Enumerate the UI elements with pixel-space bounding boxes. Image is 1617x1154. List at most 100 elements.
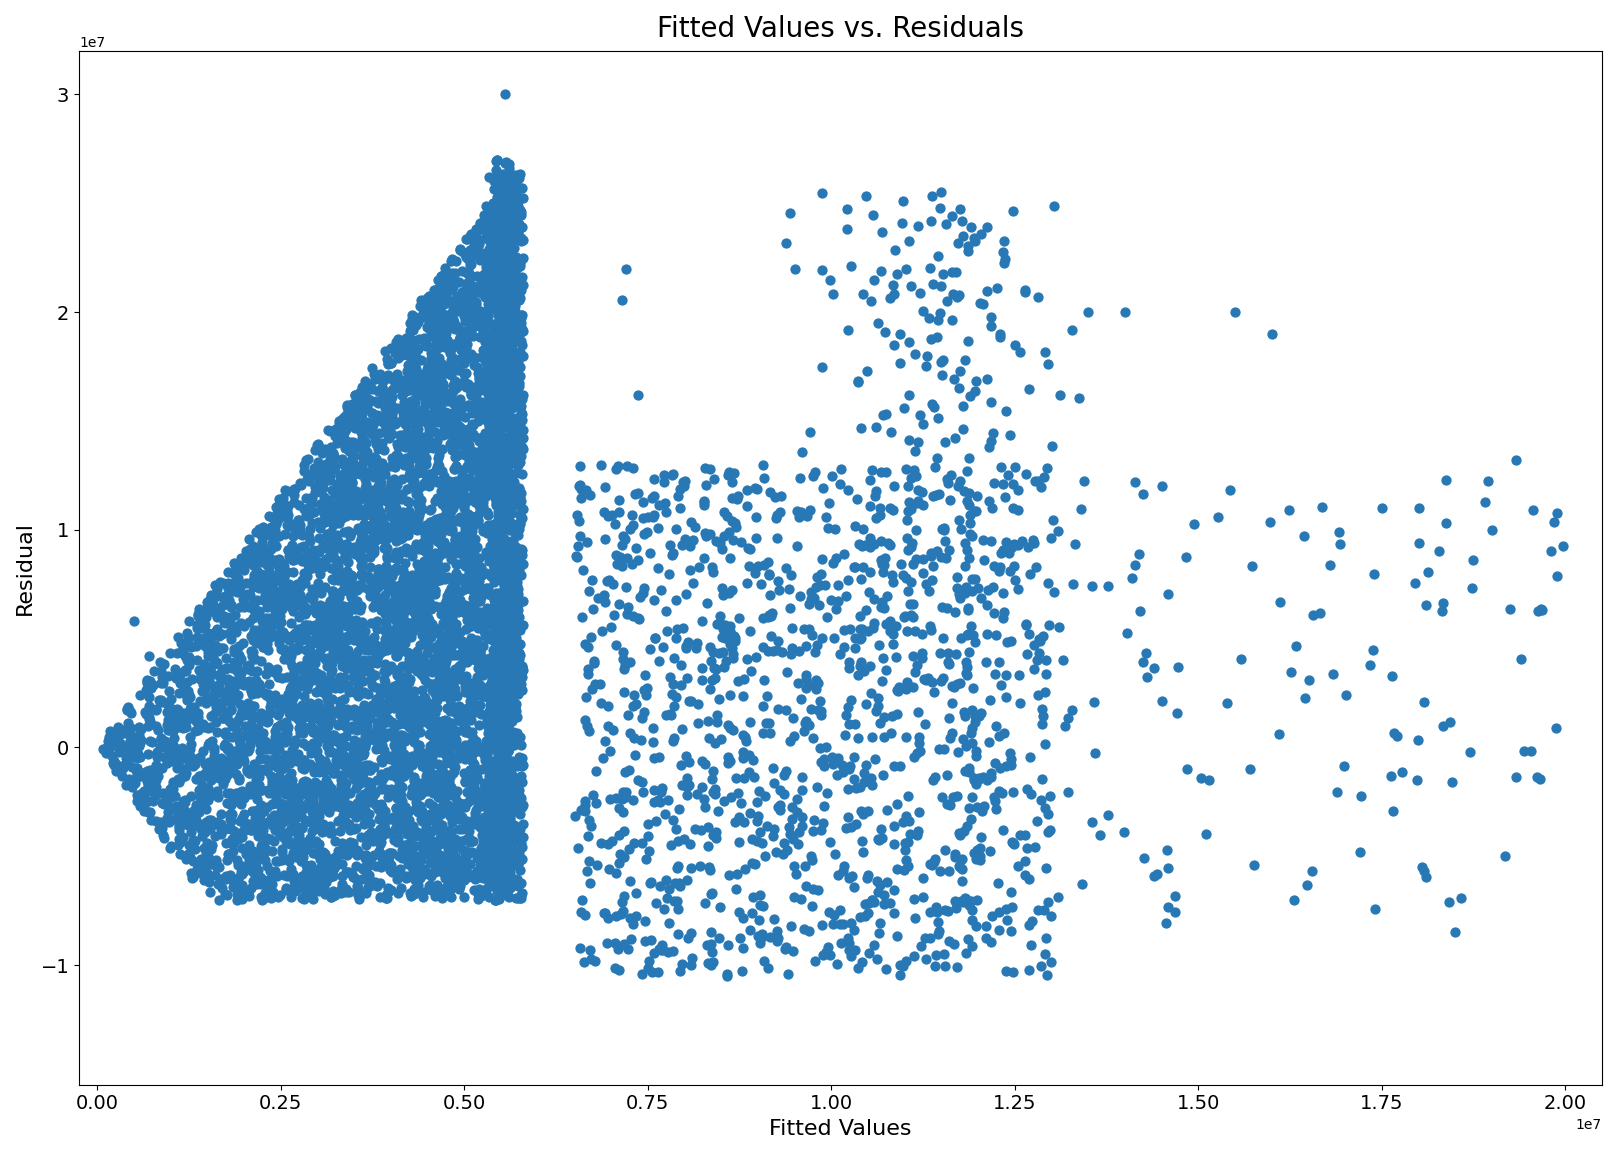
Point (482, 534, 508, 553)
Point (304, 872, 330, 891)
Point (857, 563, 883, 582)
Point (403, 652, 429, 670)
Point (356, 782, 382, 801)
Point (479, 719, 505, 737)
Point (501, 694, 527, 712)
Point (503, 464, 529, 482)
Point (427, 305, 453, 323)
Point (893, 951, 918, 969)
Point (265, 527, 291, 546)
Point (493, 293, 519, 312)
Point (372, 464, 398, 482)
Point (320, 516, 346, 534)
Point (322, 886, 348, 905)
Point (487, 780, 513, 799)
Point (365, 499, 391, 517)
Point (327, 607, 353, 625)
Point (741, 750, 766, 769)
Point (386, 847, 412, 866)
Point (969, 704, 994, 722)
Point (377, 507, 403, 525)
Point (501, 473, 527, 492)
Point (493, 519, 519, 538)
Point (385, 677, 411, 696)
Point (325, 855, 351, 874)
Point (766, 801, 792, 819)
Point (432, 616, 458, 635)
Point (430, 847, 456, 866)
Point (424, 554, 450, 572)
Point (163, 667, 189, 685)
Point (681, 574, 707, 592)
Point (508, 397, 534, 415)
Point (422, 336, 448, 354)
Point (344, 846, 370, 864)
Point (286, 518, 312, 537)
Point (340, 800, 365, 818)
Point (673, 747, 699, 765)
Point (461, 590, 487, 608)
Point (674, 769, 700, 787)
Point (496, 765, 522, 784)
Point (715, 936, 741, 954)
Point (425, 329, 451, 347)
Point (930, 351, 956, 369)
Point (230, 857, 255, 876)
Point (453, 504, 479, 523)
Point (340, 717, 365, 735)
Point (485, 815, 511, 833)
Point (506, 444, 532, 463)
Point (424, 730, 450, 749)
Point (490, 707, 516, 726)
Point (331, 456, 357, 474)
Point (490, 868, 516, 886)
Point (508, 321, 534, 339)
Point (663, 629, 689, 647)
Point (273, 713, 299, 732)
Point (1114, 624, 1140, 643)
Point (482, 373, 508, 391)
Point (393, 511, 419, 530)
Point (438, 441, 464, 459)
Point (419, 414, 445, 433)
Point (241, 696, 267, 714)
Point (978, 764, 1004, 782)
Point (262, 734, 288, 752)
Point (631, 784, 657, 802)
Point (485, 220, 511, 239)
Point (412, 660, 438, 679)
Point (492, 85, 517, 104)
Point (249, 547, 275, 565)
Point (441, 632, 467, 651)
Point (144, 812, 170, 831)
Point (448, 570, 474, 589)
Point (508, 254, 534, 272)
Point (498, 860, 524, 878)
Point (409, 824, 435, 842)
Point (697, 525, 723, 544)
Point (474, 853, 500, 871)
Point (1145, 866, 1171, 884)
Point (249, 651, 275, 669)
Point (572, 795, 598, 814)
Point (335, 553, 361, 571)
Point (493, 273, 519, 292)
Point (136, 775, 162, 794)
Point (429, 718, 454, 736)
Point (388, 739, 414, 757)
Point (1507, 650, 1533, 668)
Point (716, 622, 742, 640)
Point (417, 392, 443, 411)
Point (252, 852, 278, 870)
Point (265, 660, 291, 679)
Point (298, 657, 323, 675)
Point (817, 271, 842, 290)
Point (454, 263, 480, 282)
Point (635, 952, 661, 971)
Point (438, 308, 464, 327)
Point (327, 568, 353, 586)
Point (485, 516, 511, 534)
Point (399, 395, 425, 413)
Point (283, 546, 309, 564)
Point (335, 522, 361, 540)
